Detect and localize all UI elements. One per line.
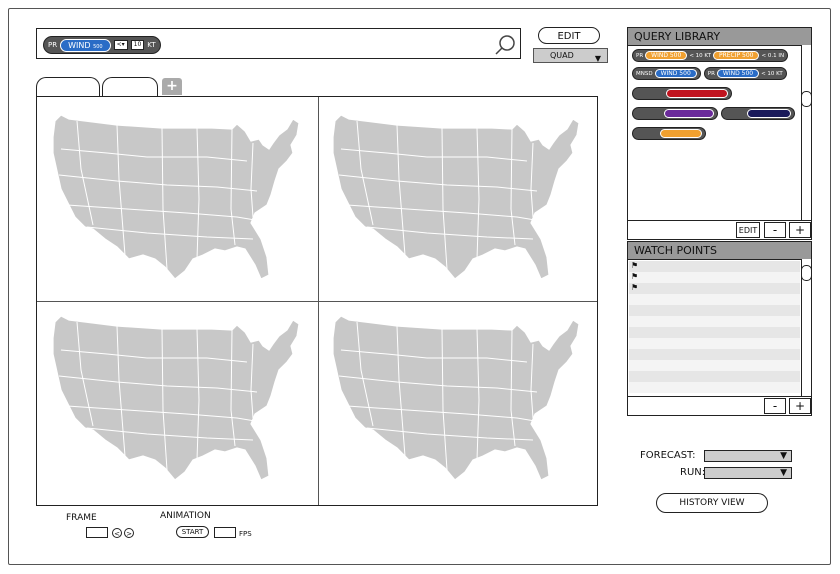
flag-icon: ⚑ xyxy=(631,283,639,292)
watch-point-row[interactable] xyxy=(629,371,800,382)
watch-point-row[interactable] xyxy=(629,305,800,316)
library-query-4[interactable] xyxy=(632,87,732,100)
library-query-5[interactable] xyxy=(632,107,795,120)
search-icon[interactable] xyxy=(494,34,516,56)
library-edit-button[interactable]: EDIT xyxy=(736,222,760,238)
scrollbar-thumb[interactable] xyxy=(801,91,812,107)
prev-frame-button[interactable]: < xyxy=(112,528,122,538)
layout-select[interactable]: QUAD ▼ xyxy=(533,48,608,63)
animation-label: ANIMATION xyxy=(160,511,211,521)
watch-point-row[interactable]: ⚑ xyxy=(629,261,800,272)
run-select[interactable]: ▼ xyxy=(704,467,792,479)
watch-point-row[interactable] xyxy=(629,327,800,338)
query-library-title: QUERY LIBRARY xyxy=(628,28,811,46)
watch-point-remove-button[interactable]: - xyxy=(764,398,786,414)
library-query-2[interactable]: MNSD WIND 500 PR WIND 500 < 10 KT xyxy=(632,67,787,80)
library-add-button[interactable]: + xyxy=(789,222,811,238)
map-panel-bottom-left[interactable] xyxy=(47,310,307,495)
edit-query-button[interactable]: EDIT xyxy=(538,27,600,44)
watch-point-row[interactable] xyxy=(629,349,800,360)
chevron-down-icon: ▼ xyxy=(594,54,601,63)
query-library-panel: QUERY LIBRARY PR WIND 500 < 10 KT PRECIP… xyxy=(627,27,812,240)
map-panel-top-left[interactable] xyxy=(47,109,307,294)
watch-point-row[interactable]: ⚑ xyxy=(629,283,800,294)
frame-label: FRAME xyxy=(66,513,97,523)
forecast-select[interactable]: ▼ xyxy=(704,450,792,462)
watch-points-scrollbar[interactable] xyxy=(801,259,812,396)
forecast-label: FORECAST: xyxy=(640,450,696,461)
grid-divider-horizontal xyxy=(37,301,597,302)
app-frame xyxy=(8,8,831,565)
query-variable-pill[interactable]: WIND 500 xyxy=(60,38,111,52)
flag-icon: ⚑ xyxy=(631,261,639,270)
add-tab-button[interactable]: + xyxy=(162,78,182,95)
watch-points-title: WATCH POINTS xyxy=(628,242,811,260)
run-label: RUN: xyxy=(680,467,706,478)
fps-input[interactable] xyxy=(214,527,236,538)
fps-label: FPS xyxy=(239,530,252,538)
watch-point-row[interactable] xyxy=(629,360,800,371)
map-panel-bottom-right[interactable] xyxy=(327,310,587,495)
library-query-7[interactable] xyxy=(632,127,706,140)
active-query-pill[interactable]: PR WIND 500 <▾ 10 KT xyxy=(43,36,161,54)
watch-point-add-button[interactable]: + xyxy=(789,398,811,414)
query-library-scrollbar[interactable] xyxy=(801,45,812,220)
frame-input[interactable] xyxy=(86,527,108,538)
query-level: 500 xyxy=(93,43,103,50)
library-query-3[interactable]: PR WIND 500 < 10 KT xyxy=(703,67,787,80)
library-query-1[interactable]: PR WIND 500 < 10 KT PRECIP 500 < 0.1 IN xyxy=(632,49,789,62)
query-variable: WIND xyxy=(68,40,91,50)
history-view-button[interactable]: HISTORY VIEW xyxy=(656,493,768,513)
map-panel-top-right[interactable] xyxy=(327,109,587,294)
next-frame-button[interactable]: > xyxy=(124,528,134,538)
flag-icon: ⚑ xyxy=(631,272,639,281)
watch-point-row[interactable]: ⚑ xyxy=(629,272,800,283)
library-remove-button[interactable]: - xyxy=(764,222,786,238)
watch-points-panel: WATCH POINTS ⚑ ⚑ ⚑ - + xyxy=(627,241,812,416)
query-unit: KT xyxy=(147,41,156,49)
chevron-down-icon: ▼ xyxy=(780,451,787,461)
query-prefix: PR xyxy=(48,41,58,49)
query-operator[interactable]: <▾ xyxy=(113,40,128,50)
map-grid xyxy=(36,96,598,506)
tab-2[interactable] xyxy=(102,77,158,97)
watch-point-row[interactable] xyxy=(629,338,800,349)
watch-point-row[interactable] xyxy=(629,382,800,393)
chevron-down-icon: ▼ xyxy=(780,468,787,478)
query-value[interactable]: 10 xyxy=(130,40,145,50)
library-query-6[interactable] xyxy=(721,107,795,120)
layout-select-value: QUAD xyxy=(550,51,574,60)
start-animation-button[interactable]: START xyxy=(176,526,209,538)
watch-point-row[interactable] xyxy=(629,316,800,327)
watch-point-row[interactable] xyxy=(629,294,800,305)
tab-1[interactable] xyxy=(36,77,100,97)
query-bar[interactable]: PR WIND 500 <▾ 10 KT xyxy=(36,28,521,59)
scrollbar-thumb[interactable] xyxy=(801,265,812,281)
